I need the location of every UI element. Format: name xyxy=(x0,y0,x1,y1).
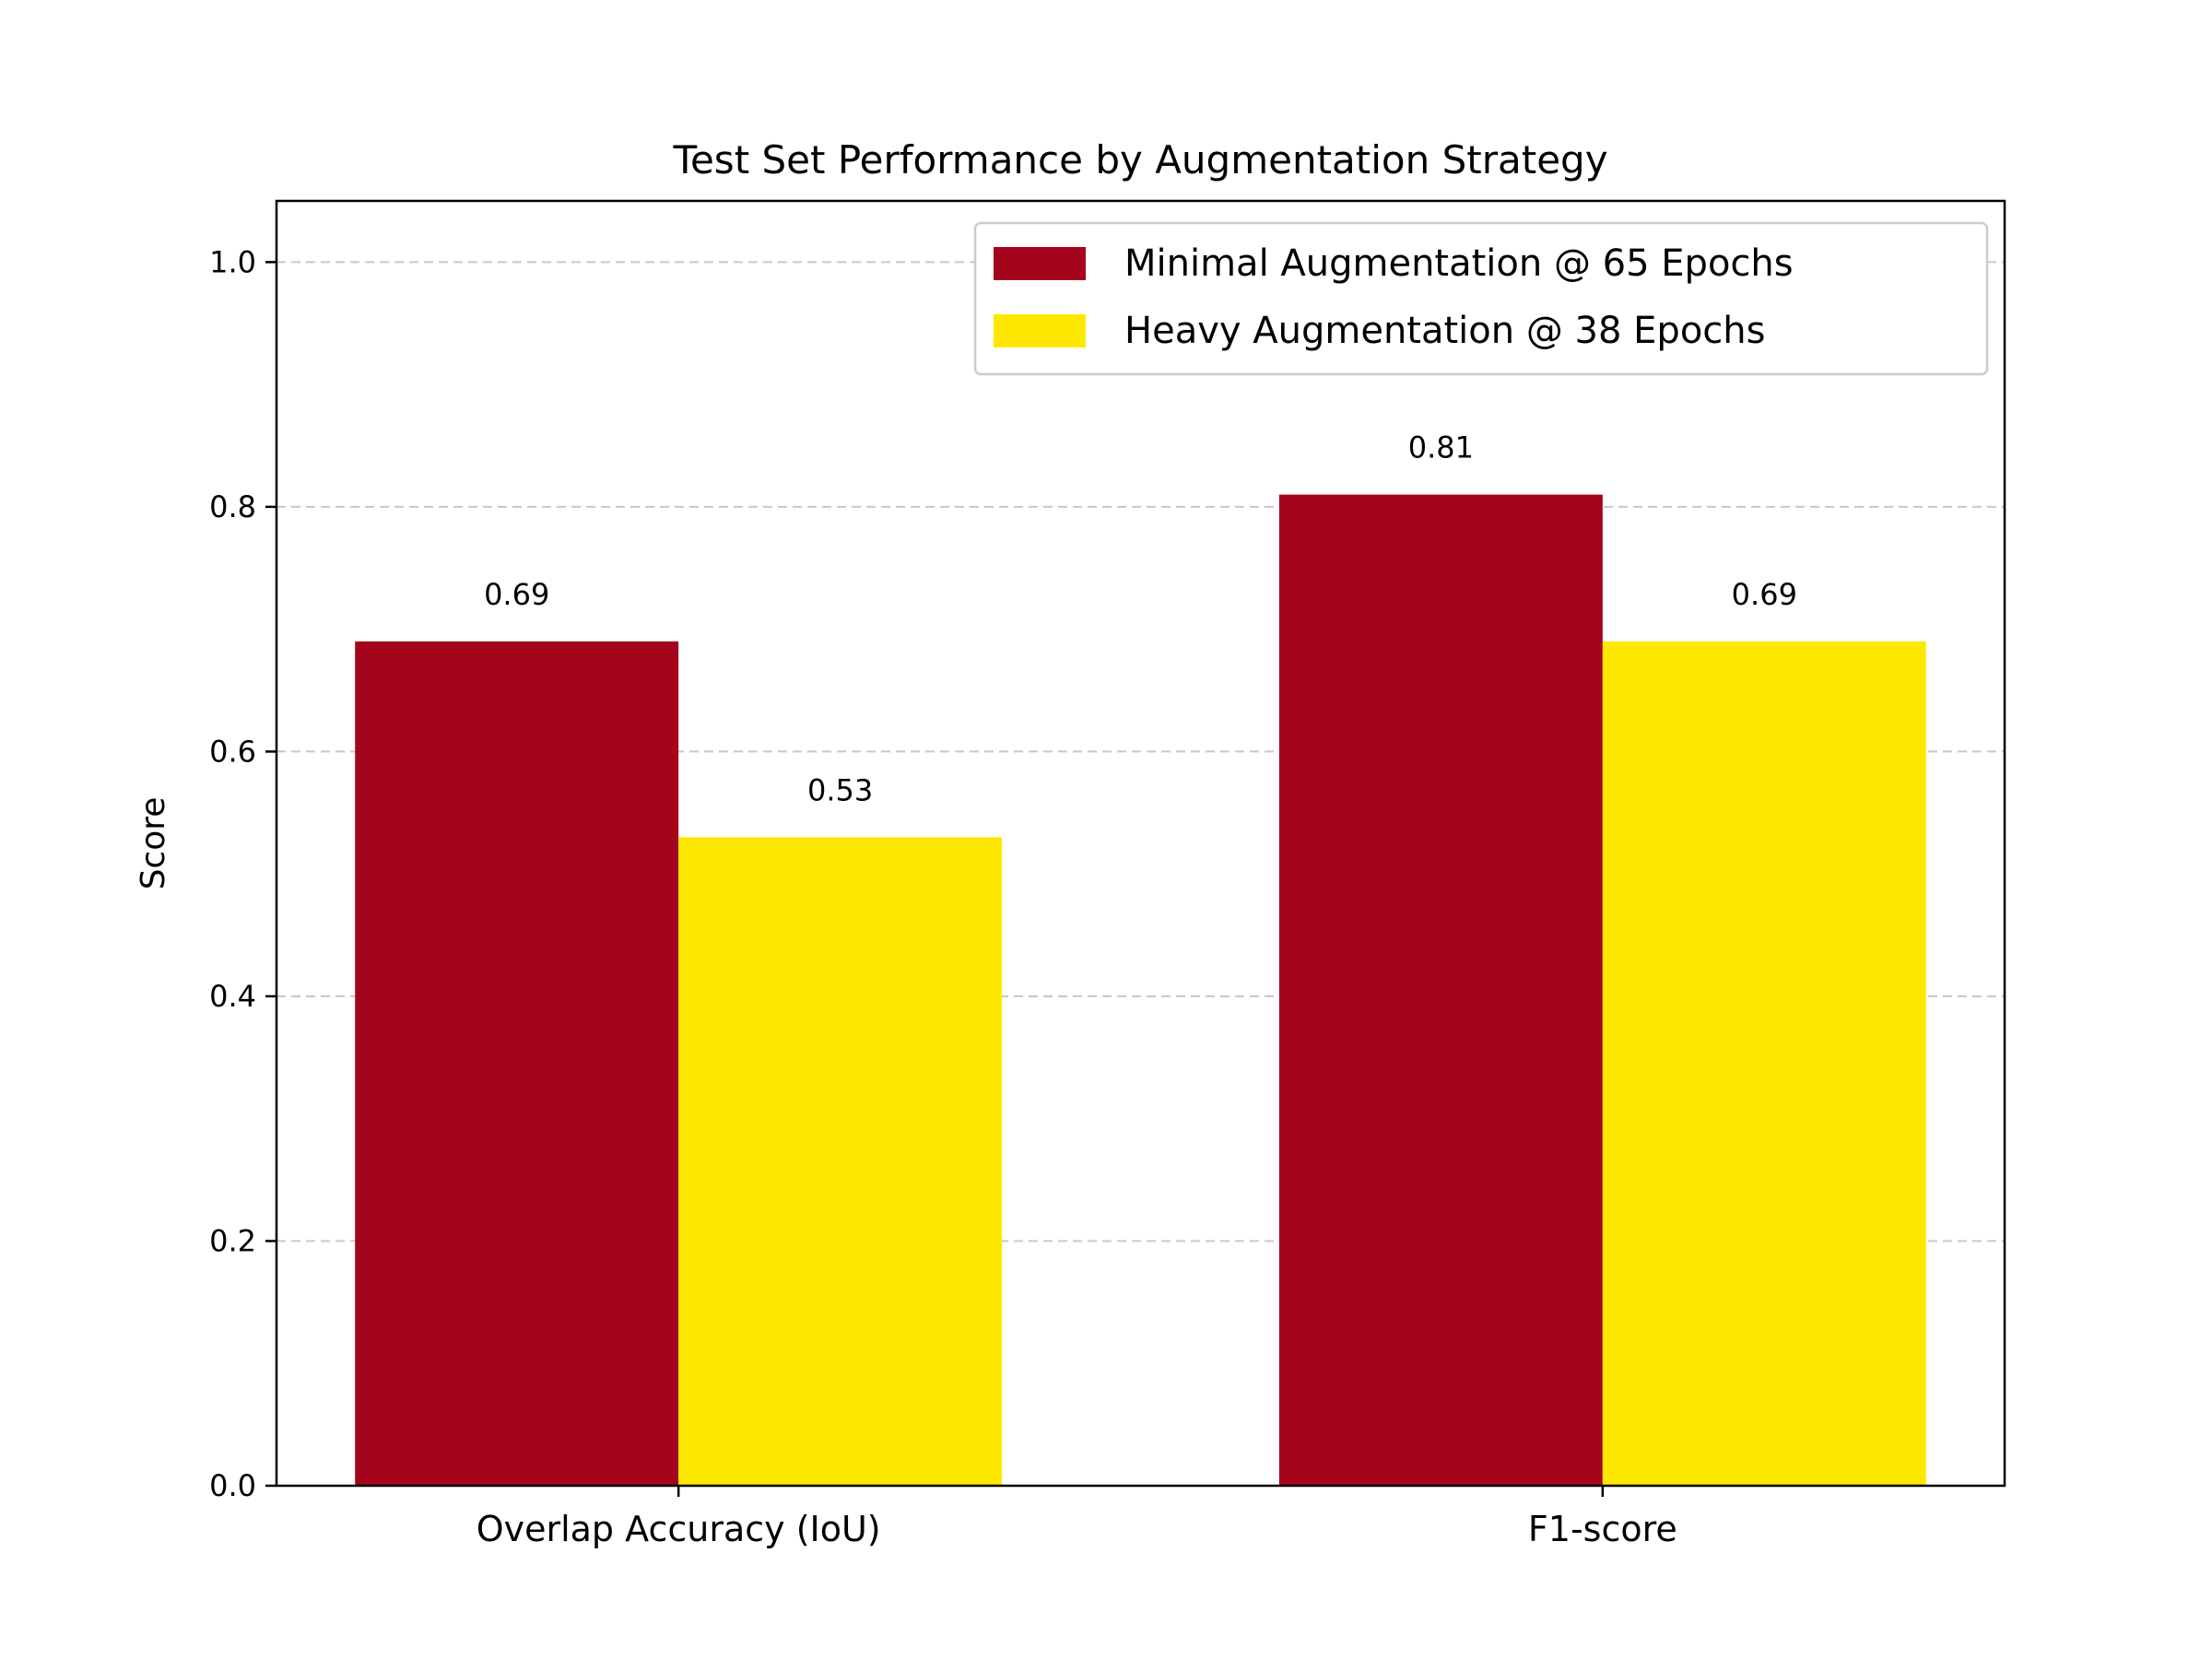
bar-value-label: 0.69 xyxy=(484,577,549,612)
bar xyxy=(1602,641,1926,1486)
legend-label: Minimal Augmentation @ 65 Epochs xyxy=(1124,242,1794,285)
x-tick-label: Overlap Accuracy (IoU) xyxy=(477,1509,881,1549)
bar-value-label: 0.69 xyxy=(1732,577,1797,612)
bars-layer xyxy=(355,494,1926,1486)
legend-swatch xyxy=(994,247,1086,280)
y-tick-label: 0.6 xyxy=(209,734,256,769)
chart-title: Test Set Performance by Augmentation Str… xyxy=(672,137,1607,182)
legend-label: Heavy Augmentation @ 38 Epochs xyxy=(1124,310,1765,352)
y-tick-label: 0.2 xyxy=(209,1223,256,1258)
legend-box xyxy=(973,221,1989,376)
data-labels-layer: 0.69 0.53 0.81 0.69 xyxy=(484,430,1797,808)
y-tick-label: 0.8 xyxy=(209,489,256,524)
y-tick-label: 1.0 xyxy=(209,244,256,279)
bar xyxy=(1278,494,1603,1486)
bar xyxy=(355,641,679,1486)
legend-swatch xyxy=(994,314,1086,347)
y-tick-label: 0.0 xyxy=(209,1468,256,1503)
x-axis: Overlap Accuracy (IoU) F1-score xyxy=(477,1486,1677,1549)
y-tick-label: 0.4 xyxy=(209,979,256,1014)
y-axis-label: Score xyxy=(135,797,172,890)
plot-area-frame xyxy=(275,199,2006,1488)
bar-value-label: 0.81 xyxy=(1408,430,1474,465)
legend: Minimal Augmentation @ 65 Epochs Heavy Au… xyxy=(973,221,1989,376)
legend-items: Minimal Augmentation @ 65 Epochs Heavy Au… xyxy=(994,242,1794,352)
bar xyxy=(678,837,1003,1486)
y-axis: 0.0 0.2 0.4 0.6 0.8 1.0 xyxy=(209,244,276,1503)
x-tick-label: F1-score xyxy=(1528,1509,1677,1549)
bar-value-label: 0.53 xyxy=(807,772,873,807)
